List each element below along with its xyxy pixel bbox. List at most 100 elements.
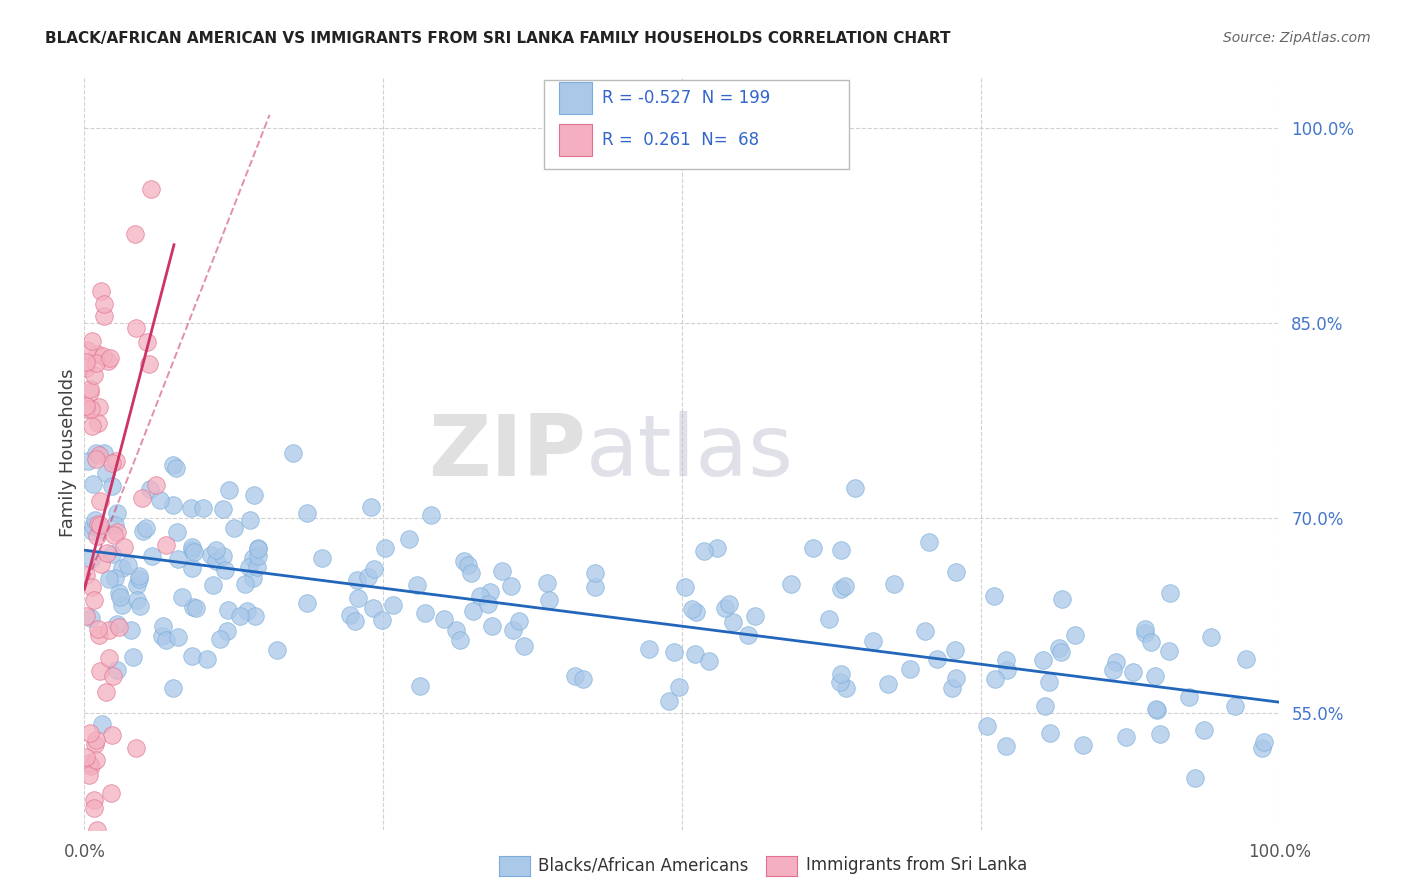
- FancyBboxPatch shape: [544, 80, 849, 169]
- Point: [744, 608, 766, 623]
- Point: [572, 672, 595, 686]
- Point: [90, 284, 112, 298]
- Point: [180, 561, 202, 575]
- Point: [1047, 640, 1070, 655]
- Point: [87, 448, 110, 462]
- Point: [363, 601, 385, 615]
- Point: [1140, 634, 1163, 648]
- Point: [830, 582, 852, 596]
- Point: [128, 568, 150, 582]
- Point: [862, 634, 884, 648]
- Point: [155, 632, 177, 647]
- Point: [664, 645, 686, 659]
- Point: [344, 614, 367, 628]
- Point: [381, 599, 404, 613]
- Point: [1102, 663, 1125, 677]
- FancyBboxPatch shape: [558, 82, 592, 114]
- Point: [239, 513, 262, 527]
- Point: [107, 617, 129, 632]
- Point: [105, 525, 128, 540]
- Point: [135, 521, 157, 535]
- Point: [93, 297, 115, 311]
- Point: [100, 457, 122, 471]
- Point: [86, 529, 108, 543]
- Point: [125, 321, 148, 335]
- Point: [83, 792, 105, 806]
- Point: [90, 717, 112, 731]
- Point: [1199, 630, 1222, 644]
- Point: [89, 665, 111, 679]
- Y-axis label: Family Households: Family Households: [59, 368, 77, 537]
- Point: [117, 558, 139, 573]
- Point: [339, 607, 361, 622]
- Point: [108, 585, 131, 599]
- Point: [84, 452, 107, 467]
- Point: [1050, 645, 1073, 659]
- Point: [637, 642, 659, 657]
- Point: [564, 669, 586, 683]
- Point: [1159, 586, 1181, 600]
- Point: [941, 681, 963, 695]
- Point: [149, 493, 172, 508]
- Point: [150, 629, 173, 643]
- Point: [297, 597, 319, 611]
- Point: [91, 349, 114, 363]
- Point: [945, 565, 967, 579]
- Point: [217, 624, 239, 638]
- Text: R =  0.261  N=  68: R = 0.261 N= 68: [602, 131, 759, 149]
- Point: [828, 675, 851, 690]
- Point: [79, 726, 101, 740]
- Point: [184, 600, 207, 615]
- Point: [477, 597, 499, 611]
- Point: [162, 681, 184, 695]
- Text: ZIP: ZIP: [429, 411, 586, 494]
- Point: [1149, 727, 1171, 741]
- Point: [125, 593, 148, 607]
- Point: [104, 454, 127, 468]
- Point: [779, 576, 801, 591]
- Point: [82, 419, 104, 434]
- Point: [461, 604, 484, 618]
- Point: [717, 598, 740, 612]
- Point: [398, 532, 420, 546]
- Point: [105, 663, 128, 677]
- Text: Blacks/African Americans: Blacks/African Americans: [538, 856, 749, 874]
- Point: [737, 628, 759, 642]
- Point: [103, 528, 125, 542]
- Point: [233, 576, 256, 591]
- Point: [83, 512, 105, 526]
- Point: [801, 541, 824, 556]
- Point: [141, 182, 163, 196]
- Point: [83, 800, 105, 814]
- Point: [536, 575, 558, 590]
- Point: [508, 614, 530, 628]
- Point: [1122, 665, 1144, 679]
- Point: [124, 227, 146, 241]
- Point: [75, 568, 97, 582]
- Point: [1032, 653, 1054, 667]
- Point: [84, 356, 107, 370]
- Point: [80, 759, 103, 773]
- Point: [100, 786, 122, 800]
- Point: [80, 611, 103, 625]
- Point: [242, 551, 264, 566]
- Text: Source: ZipAtlas.com: Source: ZipAtlas.com: [1223, 31, 1371, 45]
- Point: [94, 685, 117, 699]
- Point: [943, 642, 966, 657]
- Point: [104, 518, 127, 533]
- Point: [1251, 741, 1274, 756]
- Point: [79, 756, 101, 771]
- Point: [247, 549, 270, 563]
- Point: [79, 382, 101, 396]
- Point: [86, 347, 108, 361]
- Point: [129, 599, 152, 613]
- Point: [82, 524, 104, 538]
- Point: [87, 417, 110, 431]
- Point: [89, 400, 111, 414]
- Point: [713, 600, 735, 615]
- Point: [995, 663, 1018, 677]
- Point: [281, 446, 304, 460]
- Point: [83, 368, 105, 382]
- Point: [191, 501, 214, 516]
- Point: [1184, 771, 1206, 785]
